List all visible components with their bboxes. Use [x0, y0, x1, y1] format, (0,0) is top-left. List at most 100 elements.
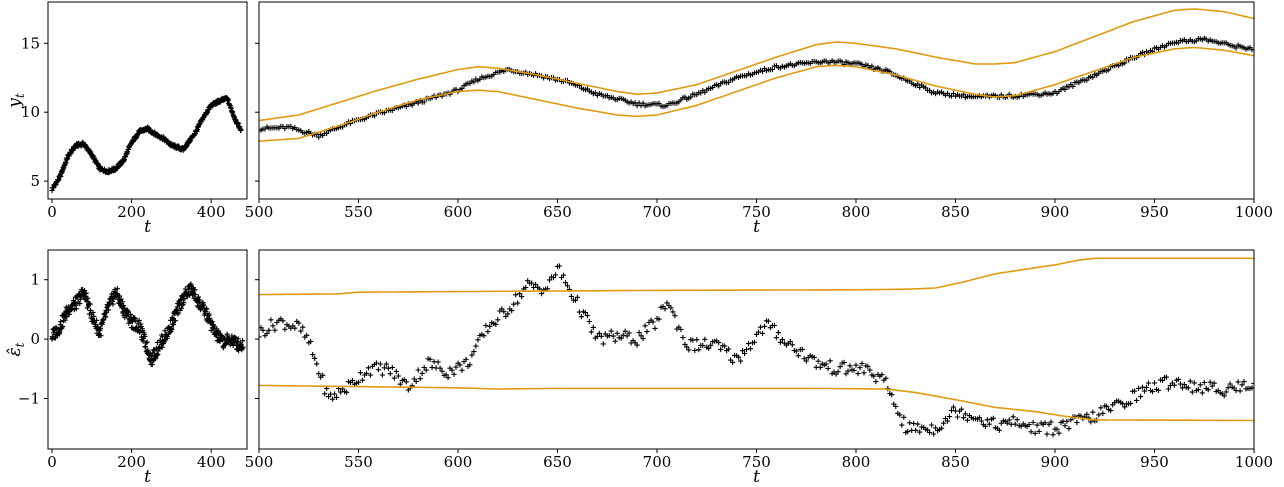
panel-bottom-left: 0 200 400 −1 0 1 t ε̂t: [5, 249, 248, 487]
marker-point: [726, 346, 732, 352]
marker-point: [841, 359, 847, 366]
marker-point: [929, 422, 935, 428]
band-line-1: [259, 257, 1254, 296]
marker-point: [680, 334, 686, 341]
marker-point: [1050, 432, 1056, 438]
x-tick-label: 700: [643, 203, 672, 221]
marker-point: [747, 346, 754, 352]
marker-point: [950, 404, 957, 410]
marker-point: [927, 429, 933, 436]
marker-point: [652, 325, 658, 331]
marker-point: [765, 318, 771, 324]
band-line-2: [259, 384, 1254, 422]
marker-point: [149, 361, 155, 368]
marker-point: [1151, 380, 1158, 386]
marker-point: [417, 376, 423, 382]
data-markers: [49, 94, 244, 193]
marker-point: [730, 359, 736, 365]
marker-point: [1014, 417, 1020, 423]
marker-point: [811, 354, 817, 360]
marker-point: [170, 322, 176, 328]
marker-point: [1012, 421, 1018, 427]
marker-point: [976, 415, 982, 421]
x-tick-label: 850: [941, 203, 970, 221]
x-tick-label: 500: [245, 453, 274, 471]
marker-point: [144, 339, 150, 345]
marker-point: [682, 341, 688, 347]
marker-point: [622, 328, 628, 334]
marker-point: [568, 293, 574, 299]
marker-point: [174, 310, 180, 316]
marker-point: [357, 370, 364, 376]
marker-point: [684, 344, 690, 350]
marker-point: [716, 340, 722, 346]
marker-point: [1163, 374, 1169, 380]
y-axis-label: ε̂t: [5, 342, 27, 356]
marker-point: [986, 421, 992, 427]
marker-point: [459, 367, 465, 373]
marker-point: [1239, 382, 1245, 388]
marker-point: [437, 365, 443, 371]
marker-point: [678, 326, 684, 333]
x-tick-label: 800: [842, 203, 871, 221]
marker-point: [1191, 380, 1197, 386]
marker-point: [393, 368, 399, 374]
marker-point: [1209, 383, 1215, 389]
marker-point: [931, 431, 937, 437]
marker-point: [688, 94, 694, 100]
band-line-2: [259, 46, 1254, 142]
marker-point: [745, 341, 752, 347]
marker-point: [1116, 63, 1122, 69]
marker-point: [320, 372, 326, 378]
marker-point: [523, 284, 529, 291]
marker-point: [375, 367, 381, 373]
y-tick-label: 15: [21, 34, 40, 52]
marker-point: [421, 99, 427, 105]
marker-point: [403, 379, 409, 385]
marker-point: [825, 365, 831, 372]
marker-point: [779, 337, 785, 343]
x-tick-label: 500: [245, 203, 274, 221]
marker-point: [1195, 387, 1201, 393]
marker-point: [1004, 420, 1010, 426]
marker-point: [751, 339, 758, 345]
marker-point: [1070, 83, 1076, 89]
marker-point: [85, 295, 91, 301]
marker-point: [871, 373, 877, 379]
marker-point: [169, 326, 175, 332]
marker-point: [1062, 423, 1068, 429]
marker-point: [827, 358, 833, 364]
marker-point: [865, 363, 871, 369]
marker-point: [429, 364, 435, 370]
marker-point: [1227, 381, 1233, 387]
marker-point: [469, 352, 475, 358]
marker-point: [743, 346, 750, 353]
marker-point: [590, 324, 596, 330]
marker-point: [670, 309, 676, 315]
marker-point: [879, 372, 885, 378]
marker-point: [310, 352, 316, 358]
marker-point: [373, 360, 379, 366]
marker-point: [240, 338, 246, 344]
marker-point: [473, 343, 479, 349]
marker-point: [984, 417, 990, 423]
marker-point: [556, 263, 563, 269]
marker-point: [736, 354, 742, 360]
marker-point: [1165, 386, 1171, 392]
marker-point: [1181, 381, 1187, 388]
marker-point: [960, 415, 967, 421]
marker-point: [799, 346, 805, 352]
marker-point: [495, 317, 501, 323]
marker-point: [1068, 417, 1074, 423]
marker-point: [1090, 74, 1096, 80]
marker-point: [962, 411, 968, 417]
marker-point: [397, 381, 403, 387]
x-tick-label: 650: [543, 453, 572, 471]
marker-point: [1175, 376, 1181, 382]
marker-point: [511, 301, 517, 307]
marker-point: [598, 333, 604, 339]
marker-point: [901, 414, 907, 420]
marker-point: [471, 349, 477, 355]
marker-point: [413, 378, 419, 384]
marker-point: [574, 294, 580, 300]
